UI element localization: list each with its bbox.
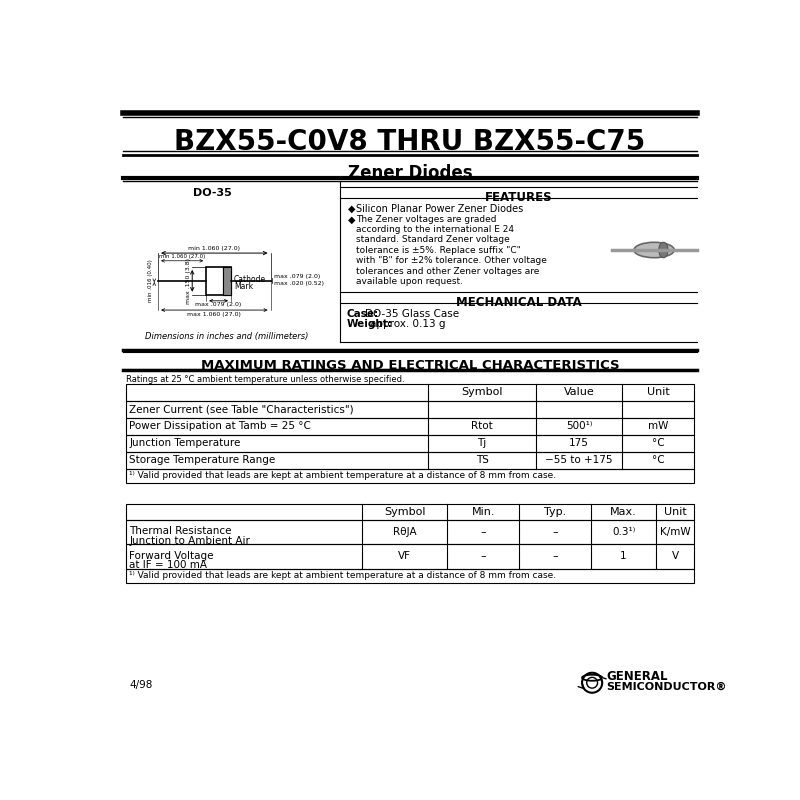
Bar [126,452,694,469]
Text: –: – [481,551,486,562]
Text: V: V [672,551,679,562]
Text: max .150 (3.8): max .150 (3.8) [186,258,190,304]
Text: mW: mW [648,422,668,431]
Text: Max.: Max. [610,507,637,517]
Text: SEMICONDUCTOR®: SEMICONDUCTOR® [606,682,726,691]
Bar [223,267,231,294]
Text: Power Dissipation at Tamb = 25 °C: Power Dissipation at Tamb = 25 °C [130,422,311,431]
Text: Symbol: Symbol [384,507,426,517]
Text: –: – [481,527,486,537]
Text: at IF = 100 mA: at IF = 100 mA [130,560,207,570]
Bar [126,418,694,435]
Text: Cathode: Cathode [234,274,266,284]
Text: Tj: Tj [478,438,486,448]
Text: 500¹⁾: 500¹⁾ [566,422,592,431]
Ellipse shape [658,242,668,258]
Ellipse shape [634,242,674,258]
Text: Storage Temperature Range: Storage Temperature Range [130,455,276,466]
Text: MAXIMUM RATINGS AND ELECTRICAL CHARACTERISTICS: MAXIMUM RATINGS AND ELECTRICAL CHARACTER… [201,359,619,372]
Text: approx. 0.13 g: approx. 0.13 g [370,318,445,329]
Text: K/mW: K/mW [660,527,690,537]
Text: −55 to +175: −55 to +175 [546,455,613,466]
Text: ◆: ◆ [348,204,355,214]
Text: min 1.060 (27.0): min 1.060 (27.0) [188,246,240,250]
Text: Value: Value [563,387,594,398]
Bar [126,569,694,582]
Text: Silicon Planar Power Zener Diodes: Silicon Planar Power Zener Diodes [356,204,523,214]
Text: Weight:: Weight: [346,318,392,329]
Text: Junction Temperature: Junction Temperature [130,438,241,448]
Text: –: – [552,551,558,562]
Bar [126,469,694,482]
Text: 0.3¹⁾: 0.3¹⁾ [612,527,635,537]
Text: min 1.060 (27.0): min 1.060 (27.0) [159,254,206,259]
Text: Dimensions in inches and (millimeters): Dimensions in inches and (millimeters) [145,332,308,342]
Text: max 1.060 (27.0): max 1.060 (27.0) [187,311,242,317]
Text: °C: °C [652,455,664,466]
Text: min .016 (0.40): min .016 (0.40) [148,259,153,302]
Text: 1: 1 [620,551,627,562]
Text: TS: TS [476,455,489,466]
Text: Thermal Resistance: Thermal Resistance [130,526,232,537]
Text: max .079 (2.0): max .079 (2.0) [195,302,242,307]
Text: ◆: ◆ [348,214,355,225]
Text: Ratings at 25 °C ambient temperature unless otherwise specified.: Ratings at 25 °C ambient temperature unl… [126,374,404,384]
Text: VF: VF [398,551,411,562]
Text: °C: °C [652,438,664,448]
Bar [126,519,694,544]
Text: Unit: Unit [664,507,687,517]
Bar [126,401,694,418]
Text: 175: 175 [569,438,589,448]
Text: MECHANICAL DATA: MECHANICAL DATA [456,296,582,309]
Bar [223,267,231,294]
Text: Zener Current (see Table "Characteristics"): Zener Current (see Table "Characteristic… [130,404,354,414]
Bar [126,544,694,569]
Text: max .020 (0.52): max .020 (0.52) [274,282,323,286]
Text: BZX55-C0V8 THRU BZX55-C75: BZX55-C0V8 THRU BZX55-C75 [174,127,646,155]
Text: FEATURES: FEATURES [485,191,552,205]
Text: Symbol: Symbol [462,387,503,398]
Text: DO-35 Glass Case: DO-35 Glass Case [365,309,459,318]
Text: Min.: Min. [471,507,495,517]
Text: –: – [552,527,558,537]
Text: Case:: Case: [346,309,378,318]
Bar [126,384,694,401]
Text: RθJA: RθJA [393,527,416,537]
Text: Rtot: Rtot [471,422,493,431]
Text: 4/98: 4/98 [130,681,153,690]
Text: Mark: Mark [234,282,253,291]
Text: ¹⁾ Valid provided that leads are kept at ambient temperature at a distance of 8 : ¹⁾ Valid provided that leads are kept at… [130,571,557,580]
Bar [206,267,231,294]
Text: Typ.: Typ. [544,507,566,517]
Text: Junction to Ambient Air: Junction to Ambient Air [130,536,250,546]
Text: The Zener voltages are graded
according to the international E 24
standard. Stan: The Zener voltages are graded according … [356,214,546,286]
Bar [126,504,694,519]
Text: Zener Diodes: Zener Diodes [348,164,472,182]
Text: DO-35: DO-35 [193,188,232,198]
Text: max .079 (2.0): max .079 (2.0) [274,274,320,278]
Bar [126,435,694,452]
Text: ¹⁾ Valid provided that leads are kept at ambient temperature at a distance of 8 : ¹⁾ Valid provided that leads are kept at… [130,471,557,480]
Text: Unit: Unit [646,387,670,398]
Text: Forward Voltage: Forward Voltage [130,551,214,561]
Text: GENERAL: GENERAL [606,670,667,683]
